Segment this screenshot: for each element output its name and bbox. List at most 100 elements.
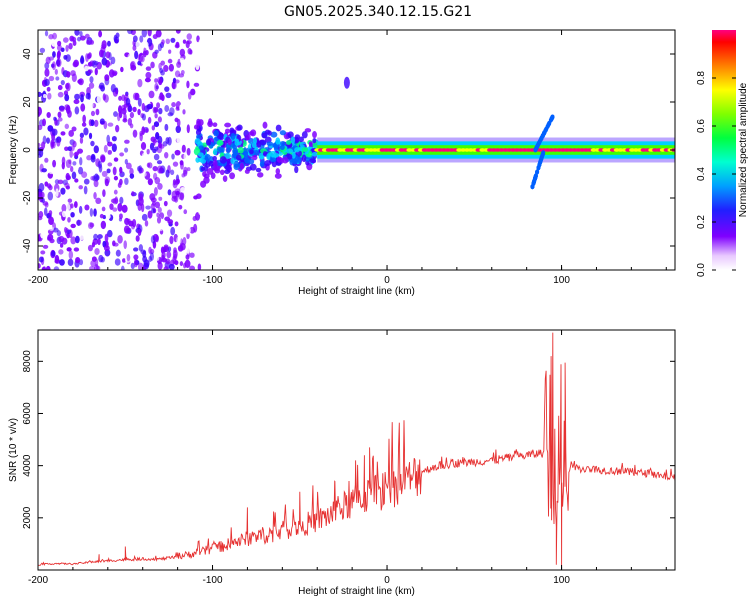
- noise-speck: [134, 50, 139, 60]
- noise-speck: [168, 63, 174, 72]
- noise-speck: [110, 56, 116, 65]
- noise-speck: [177, 245, 184, 252]
- colorbar-label: Normalized spectral amplitude: [738, 82, 749, 217]
- noise-speck: [191, 96, 197, 105]
- noise-speck: [141, 152, 148, 161]
- noise-speck: [141, 126, 146, 135]
- cluster-speck: [198, 119, 204, 126]
- noise-speck: [114, 36, 120, 44]
- noise-speck: [183, 209, 188, 215]
- noise-speck: [107, 229, 113, 238]
- noise-speck: [50, 107, 57, 116]
- noise-speck: [171, 81, 177, 90]
- noise-speck: [70, 144, 75, 151]
- noise-speck: [167, 58, 173, 64]
- noise-speck: [170, 37, 176, 43]
- noise-speck: [79, 30, 83, 37]
- noise-speck: [192, 236, 197, 242]
- cluster-speck: [279, 145, 285, 151]
- noise-speck: [74, 151, 80, 156]
- cluster-speck: [298, 136, 304, 143]
- noise-speck: [107, 40, 111, 47]
- cluster-speck: [280, 140, 286, 147]
- noise-speck: [174, 221, 179, 227]
- noise-speck: [46, 137, 50, 144]
- noise-speck: [69, 149, 73, 158]
- noise-speck: [53, 266, 60, 270]
- snr-xtick-label: 100: [553, 575, 570, 586]
- noise-speck: [67, 216, 71, 223]
- noise-speck: [168, 263, 175, 270]
- noise-speck: [183, 152, 187, 162]
- snr-xtick-label: -200: [28, 575, 48, 586]
- noise-speck: [180, 114, 187, 122]
- noise-speck: [60, 187, 66, 195]
- noise-speck: [137, 53, 144, 63]
- cluster-speck: [274, 173, 282, 179]
- noise-speck: [157, 207, 162, 213]
- cluster-speck: [244, 156, 250, 164]
- noise-speck: [66, 232, 70, 239]
- noise-speck: [75, 235, 80, 244]
- noise-speck: [137, 108, 141, 116]
- noise-speck: [38, 107, 43, 116]
- noise-speck: [93, 60, 99, 66]
- cluster-speck: [213, 129, 219, 137]
- noise-speck: [52, 227, 59, 233]
- noise-speck: [74, 30, 80, 36]
- cluster-speck: [259, 139, 267, 146]
- noise-speck: [70, 203, 74, 209]
- snr-line: [38, 332, 675, 567]
- noise-speck: [144, 77, 151, 83]
- cluster-speck: [203, 176, 210, 184]
- noise-speck: [148, 255, 153, 262]
- noise-speck: [182, 87, 188, 94]
- noise-speck: [58, 235, 65, 243]
- noise-speck: [79, 35, 86, 41]
- cluster-speck: [261, 132, 268, 139]
- noise-speck: [192, 242, 197, 250]
- noise-speck: [150, 235, 156, 244]
- noise-speck: [65, 203, 71, 211]
- noise-speck: [164, 86, 170, 92]
- cluster-speck: [212, 160, 218, 167]
- noise-speck: [193, 76, 198, 83]
- noise-speck: [79, 132, 85, 139]
- noise-speck: [70, 223, 76, 229]
- noise-speck: [42, 118, 47, 127]
- noise-speck: [164, 151, 169, 159]
- cluster-speck: [292, 158, 299, 165]
- cluster-speck: [249, 149, 254, 155]
- noise-speck: [40, 232, 47, 239]
- noise-speck: [132, 35, 138, 43]
- spur-speck: [536, 164, 541, 170]
- noise-speck: [208, 54, 213, 63]
- noise-speck: [182, 39, 187, 44]
- noise-speck: [165, 137, 170, 145]
- noise-speck: [41, 197, 45, 203]
- noise-speck: [128, 204, 133, 214]
- cluster-speck: [311, 152, 318, 157]
- noise-speck: [52, 51, 56, 58]
- noise-speck: [185, 101, 191, 107]
- noise-speck: [132, 45, 137, 51]
- cluster-speck: [213, 148, 218, 156]
- noise-speck: [118, 105, 122, 114]
- noise-speck: [131, 190, 135, 197]
- noise-speck: [99, 118, 105, 125]
- noise-speck: [194, 188, 199, 195]
- noise-speck: [92, 175, 96, 182]
- noise-speck: [141, 213, 148, 221]
- noise-speck: [206, 213, 211, 220]
- spectrogram-ytick-label: -40: [22, 238, 33, 253]
- snr-ytick-label: 2000: [22, 506, 33, 529]
- noise-speck: [150, 136, 156, 143]
- noise-speck: [187, 47, 192, 55]
- cluster-speck: [230, 132, 236, 140]
- noise-speck: [124, 147, 129, 153]
- noise-speck: [110, 183, 117, 188]
- noise-speck: [86, 155, 92, 161]
- noise-speck: [67, 258, 74, 267]
- cluster-speck: [235, 154, 242, 161]
